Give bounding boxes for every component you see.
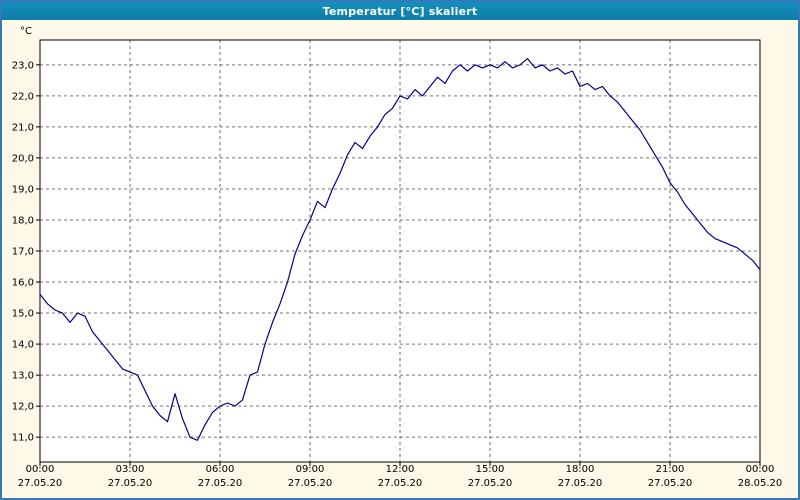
temperature-series-line [39, 57, 761, 441]
x-tick-time-label: 00:00 [746, 464, 775, 475]
x-tick-date-label: 27.05.20 [468, 478, 513, 489]
x-tick-date-label: 27.05.20 [108, 478, 153, 489]
x-tick-date-label: 27.05.20 [18, 478, 63, 489]
y-tick-label: 11,0 [12, 433, 34, 444]
x-tick-time-label: 15:00 [476, 464, 505, 475]
y-tick-label: 23,0 [12, 60, 34, 71]
y-tick-label: 12,0 [12, 402, 34, 413]
x-tick-date-label: 27.05.20 [288, 478, 333, 489]
x-tick-time-label: 03:00 [116, 464, 145, 475]
window-titlebar: Temperatur [°C] skaliert [2, 2, 798, 20]
plot-border [39, 39, 761, 463]
x-tick-date-label: 27.05.20 [378, 478, 423, 489]
y-axis-unit-label: °C [20, 26, 32, 37]
y-tick-label: 13,0 [12, 371, 34, 382]
x-tick-date-label: 27.05.20 [558, 478, 603, 489]
x-tick-date-label: 27.05.20 [648, 478, 693, 489]
x-tick-time-label: 09:00 [296, 464, 325, 475]
x-tick-time-label: 21:00 [656, 464, 685, 475]
window-title: Temperatur [°C] skaliert [322, 4, 478, 18]
y-tick-label: 14,0 [12, 340, 34, 351]
y-tick-label: 21,0 [12, 122, 34, 133]
chart-area: 11,0 12,0 13,0 14,0 15,0 16,0 17,0 18,0 19,0 20,0… [2, 20, 798, 498]
y-tick-label: 17,0 [12, 247, 34, 258]
y-tick-label: 22,0 [12, 91, 34, 102]
y-tick-label: 19,0 [12, 184, 34, 195]
x-tick-time-label: 12:00 [386, 464, 415, 475]
x-tick-time-label: 06:00 [206, 464, 235, 475]
y-tick-label: 15,0 [12, 309, 34, 320]
y-tick-label: 18,0 [12, 215, 34, 226]
x-tick-date-label: 28.05.20 [738, 478, 783, 489]
x-tick-time-label: 00:00 [26, 464, 55, 475]
x-tick-date-label: 27.05.20 [198, 478, 243, 489]
y-tick-label: 16,0 [12, 278, 34, 289]
chart-canvas: 11,0 12,0 13,0 14,0 15,0 16,0 17,0 18,0 19,0 20,0… [12, 26, 783, 489]
y-tick-label: 20,0 [12, 153, 34, 164]
x-tick-time-label: 18:00 [566, 464, 595, 475]
